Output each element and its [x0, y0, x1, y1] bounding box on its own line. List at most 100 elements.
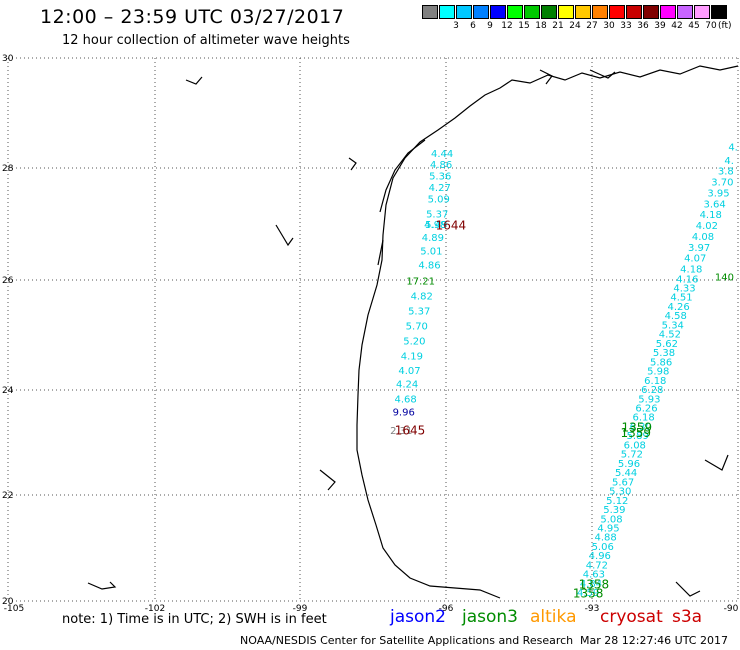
- wave-height-value: 1645: [395, 423, 426, 437]
- legend-label: 45: [688, 21, 700, 31]
- wave-height-value: 4.44: [431, 149, 453, 160]
- legend-swatch: [422, 5, 438, 19]
- wave-height-value: 5.44: [615, 468, 637, 479]
- wave-height-value: 4.19: [401, 351, 423, 362]
- wave-height-value: 4.86: [418, 261, 440, 272]
- wave-height-value: 4.18: [680, 265, 702, 276]
- wave-height-value: 4.33: [673, 284, 695, 295]
- legend-swatch: [490, 5, 506, 19]
- wave-height-value: 5.93: [638, 394, 660, 405]
- wave-height-value: 5.39: [603, 505, 625, 516]
- wave-height-value: 4.: [724, 156, 734, 167]
- wave-height-value: 5.89: [627, 431, 649, 442]
- lon-label: -102: [145, 604, 165, 614]
- lon-label: -99: [293, 604, 308, 614]
- legend-label: 70: [705, 21, 717, 31]
- legend-swatch: [626, 5, 642, 19]
- wave-height-value: 5.37: [426, 210, 448, 221]
- wave-height-value: 3.70: [711, 178, 733, 189]
- wave-height-value: 4.: [728, 142, 738, 153]
- legend-label: 18: [535, 21, 547, 31]
- legend-label: 36: [637, 21, 649, 31]
- wave-height-value: 5.70: [406, 322, 428, 333]
- legend-label: 42: [671, 21, 683, 31]
- wave-height-value: 4.08: [692, 232, 714, 243]
- wave-height-value: 1644: [436, 219, 467, 233]
- wave-height-value: 4.72: [586, 560, 608, 571]
- legend-label: 3: [453, 21, 459, 31]
- lon-label: -105: [4, 604, 24, 614]
- lat-label: 26: [2, 276, 14, 286]
- legend-swatch: [711, 5, 727, 19]
- legend-swatch: [609, 5, 625, 19]
- wave-height-value: 5.01: [420, 247, 442, 258]
- legend-swatch: [456, 5, 472, 19]
- legend-label: 39: [654, 21, 666, 31]
- wave-height-value: 6.28: [641, 385, 663, 396]
- wave-height-value: 4.95: [597, 524, 619, 535]
- wave-height-value: 4.27: [429, 183, 451, 194]
- satellite-label-cryosat: cryosat: [600, 607, 663, 627]
- generated-timestamp: Mar 28 12:27:46 UTC 2017: [580, 634, 728, 647]
- wave-height-value: 4.24: [396, 380, 418, 391]
- wave-height-value: 5.36: [429, 172, 451, 183]
- legend-swatch: [660, 5, 676, 19]
- wave-height-value: 2.31: [390, 426, 412, 437]
- wave-height-value: 5.38: [653, 348, 675, 359]
- satellite-label-jason3: jason3: [462, 607, 518, 627]
- wave-height-value: 4.07: [684, 254, 706, 265]
- credit-text: NOAA/NESDIS Center for Satellite Applica…: [240, 634, 574, 647]
- graticule: [7, 57, 740, 602]
- wave-height-value: 4.63: [583, 570, 605, 581]
- lat-label: 22: [2, 491, 13, 501]
- longitude-labels: -105 -102 -99 -96 -93 -90: [4, 604, 739, 614]
- wave-height-tracks: 4.44 4.86 5.364.275.09 5.375.494.98 4.89 5.01…: [390, 142, 738, 600]
- coastline: [87, 65, 739, 599]
- wave-height-value: 4.96: [589, 551, 611, 562]
- legend-swatch: [473, 5, 489, 19]
- wave-height-value: 5.09: [428, 194, 450, 205]
- legend-swatch: [439, 5, 455, 19]
- lon-label: -90: [724, 604, 739, 614]
- wave-height-value: 4.89: [422, 233, 444, 244]
- wave-height-value: 3.8: [718, 167, 734, 178]
- wave-height-value: 4.16: [676, 274, 698, 285]
- legend-label: 30: [603, 21, 615, 31]
- wave-height-value: 4.88: [594, 533, 616, 544]
- page-subtitle: 12 hour collection of altimeter wave hei…: [62, 33, 350, 48]
- wave-height-value: 6.08: [624, 440, 646, 451]
- wave-height-value: 3.95: [707, 189, 729, 200]
- satellite-label-jason2: jason2: [390, 607, 446, 627]
- legend-label: 33: [620, 21, 632, 31]
- wave-height-value: 5.12: [606, 496, 628, 507]
- footer-note: note: 1) Time is in UTC; 2) SWH is in fe…: [62, 612, 327, 627]
- legend-swatch: [558, 5, 574, 19]
- wave-height-value: 5.49: [425, 220, 447, 231]
- legend-swatch: [643, 5, 659, 19]
- wave-height-value: 4.51: [670, 293, 692, 304]
- wave-height-value: 5.06: [592, 542, 614, 553]
- wave-height-value: 4.98: [424, 220, 446, 231]
- lat-label: 24: [2, 386, 14, 396]
- wave-height-value: 4.52: [659, 330, 681, 341]
- wave-height-value: 3.64: [703, 199, 725, 210]
- wave-height-value: 5.34: [662, 320, 684, 331]
- wave-height-value: 4.02: [696, 221, 718, 232]
- wave-height-value: 5.98: [647, 367, 669, 378]
- wave-height-value: 5.20: [403, 337, 425, 348]
- wave-height-value: 4.58: [665, 311, 687, 322]
- legend-unit: (ft): [718, 21, 732, 31]
- legend-label: 27: [586, 21, 598, 31]
- wave-height-value: 5.72: [621, 450, 643, 461]
- wave-height-value: 6.18: [632, 413, 654, 424]
- wave-height-value: 4.26: [667, 302, 689, 313]
- legend-swatch: [677, 5, 693, 19]
- legend-label: 24: [569, 21, 581, 31]
- wave-height-value: 6.18: [644, 376, 666, 387]
- legend-label: 21: [552, 21, 564, 31]
- wave-height-value: 5.08: [600, 514, 622, 525]
- wave-height-value: 5.62: [656, 339, 678, 350]
- wave-height-value: 6.30: [630, 422, 652, 433]
- legend-swatch: [524, 5, 540, 19]
